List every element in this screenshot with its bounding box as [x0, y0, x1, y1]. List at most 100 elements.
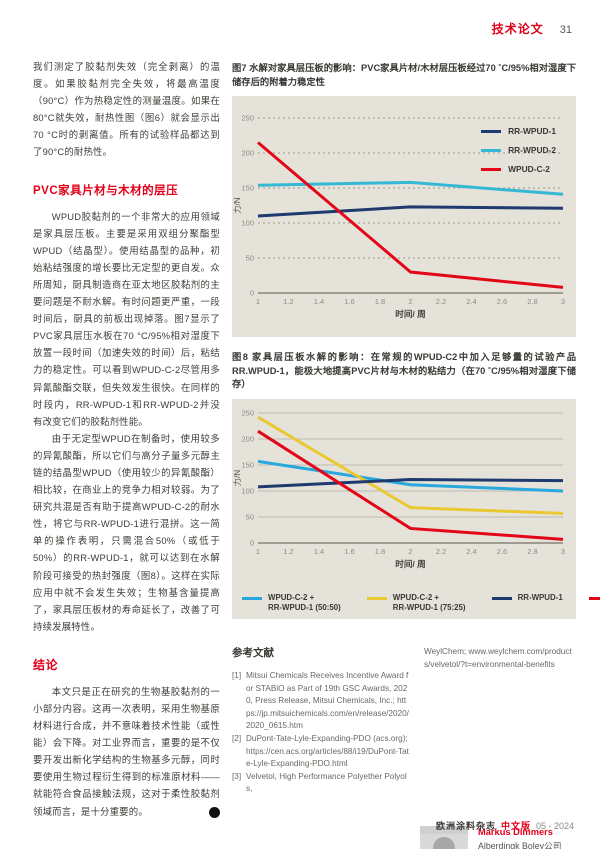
legend-swatch — [481, 129, 502, 133]
svg-text:1.4: 1.4 — [314, 547, 324, 556]
svg-text:1.2: 1.2 — [283, 547, 293, 556]
legend-label: RR-WPUD-1 — [508, 126, 556, 137]
figure8-plot: 0 50 100 150 200 250 1 1.2 1.4 1.6 1.8 2 2.2 2.4 2.6 2.… — [232, 409, 565, 569]
svg-text:3: 3 — [561, 297, 565, 306]
paragraph-conclusion: 本文只是正在研究的生物基胶黏剂的一小部分内容。这再一次表明，采用生物基原材料进行… — [33, 683, 226, 820]
svg-text:100: 100 — [241, 219, 254, 228]
svg-text:1.8: 1.8 — [375, 547, 385, 556]
svg-text:2: 2 — [408, 547, 412, 556]
journal-edition: 中文版 — [500, 821, 531, 831]
svg-text:2.2: 2.2 — [436, 547, 446, 556]
svg-text:150: 150 — [241, 461, 254, 470]
svg-text:50: 50 — [246, 254, 254, 263]
legend-item: RR-WPUD-1 — [481, 126, 556, 136]
legend-item: WPUD-C-2 + RR-WPUD-1 (75:25) — [366, 592, 466, 614]
legend-item: WPUD-C-2 + RR-WPUD-1 (50:50) — [242, 593, 341, 614]
left-text-column: 我们测定了胶黏剂失效（完全剥离）的温度。如果胶黏剂完全失效，将最高温度（90°C… — [33, 58, 226, 820]
paragraph-blend-study: 由于无定型WPUD在制备时，使用较多的异氰酸酯，所以它们与高分子量多元醇主链的结… — [33, 432, 220, 632]
legend-swatch — [491, 596, 512, 600]
references-list-column: 参考文献 [1] Mitsui Chemicals Receives Incen… — [232, 645, 410, 796]
svg-text:0: 0 — [250, 539, 254, 548]
author-block: Markus Dimmers Alberdingk Boley公司 M.Dimm… — [420, 825, 576, 849]
legend-label: WPUD-C-2 + RR-WPUD-1 (75:25) — [392, 592, 466, 613]
figure7-chart: 0 50 100 150 200 250 1 1.2 1.4 1.6 1.8 2 2.2 2.4 2.6 2.… — [232, 96, 576, 338]
page-header: 技术论文 31 — [492, 20, 572, 37]
svg-text:50: 50 — [246, 513, 254, 522]
svg-text:250: 250 — [241, 114, 254, 123]
reference-item: [3] Velvetol, High Performance Polyether… — [232, 771, 410, 796]
svg-text:3: 3 — [561, 547, 565, 556]
legend-swatch — [481, 167, 502, 171]
journal-issue: 05 - 2024 — [535, 821, 574, 831]
journal-name: 欧洲涂料杂志 — [435, 821, 496, 831]
legend-swatch — [588, 596, 600, 600]
legend-label: RR-WPUD-2 — [508, 145, 556, 156]
article-end-icon: ◀ — [209, 806, 226, 818]
right-figure-column: 图7 水解对家具层压板的影响：PVC家具片材/木材层压板经过70 ˚C/95%相… — [232, 62, 600, 849]
references-continuation-column: WeylChem; www.weylchem.com/products/velv… — [424, 645, 576, 796]
svg-text:200: 200 — [241, 435, 254, 444]
legend-item: RR-WPUD-2 — [481, 145, 556, 155]
svg-text:250: 250 — [241, 409, 254, 418]
legend-item: WPUD-C-2 — [481, 164, 556, 174]
references-section: 参考文献 [1] Mitsui Chemicals Receives Incen… — [232, 645, 576, 796]
svg-text:1: 1 — [256, 547, 260, 556]
svg-text:1.8: 1.8 — [375, 297, 385, 306]
legend-label: WPUD-C-2 + RR-WPUD-1 (50:50) — [268, 592, 341, 613]
svg-text:2.4: 2.4 — [466, 297, 476, 306]
legend-item: WPUD-C-2 — [588, 593, 600, 604]
svg-text:2.8: 2.8 — [527, 297, 537, 306]
paragraph-wpud-application: WPUD胶黏剂的一个非常大的应用领域是家具层压板。主要是采用双组分聚酯型WPUD… — [33, 210, 220, 427]
svg-text:200: 200 — [241, 149, 254, 158]
legend-swatch — [242, 596, 262, 600]
svg-text:150: 150 — [241, 184, 254, 193]
svg-text:2.6: 2.6 — [497, 547, 507, 556]
reference-text: Velvetol, High Performance Polyether Pol… — [246, 771, 407, 794]
svg-text:时间/ 周: 时间/ 周 — [395, 558, 426, 569]
heading-conclusion: 结论 — [33, 657, 59, 672]
reference-item: [1] Mitsui Chemicals Receives Incentive … — [232, 670, 410, 733]
reference-text: DuPont-Tate-Lyle-Expanding-PDO (acs.org)… — [246, 733, 409, 769]
figure8-chart: 0 50 100 150 200 250 1 1.2 1.4 1.6 1.8 2 2.2 2.4 2.6 2.… — [232, 398, 600, 619]
svg-text:2.8: 2.8 — [527, 547, 537, 556]
svg-text:力/N: 力/N — [232, 470, 242, 486]
reference-number: [1] — [232, 670, 242, 680]
svg-text:1.6: 1.6 — [344, 297, 354, 306]
author-info: Markus Dimmers Alberdingk Boley公司 M.Dimm… — [478, 826, 562, 849]
reference-continuation-text: WeylChem; www.weylchem.com/products/velv… — [424, 646, 572, 669]
svg-text:1: 1 — [256, 297, 260, 306]
reference-number: [2] — [232, 733, 242, 743]
author-name: Markus Dimmers — [478, 826, 553, 837]
author-photo — [420, 825, 468, 849]
svg-text:2: 2 — [408, 297, 412, 306]
svg-text:力/N: 力/N — [232, 197, 242, 213]
paragraph-thermal-stability: 我们测定了胶黏剂失效（完全剥离）的温度。如果胶黏剂完全失效，将最高温度（90°C… — [33, 61, 220, 158]
references-heading: 参考文献 — [232, 646, 274, 659]
svg-text:0: 0 — [250, 289, 254, 298]
svg-text:1.6: 1.6 — [344, 547, 354, 556]
figure7-caption: 图7 水解对家具层压板的影响：PVC家具片材/木材层压板经过70 ˚C/95%相… — [232, 63, 576, 87]
section-label: 技术论文 — [491, 22, 544, 36]
svg-text:1.2: 1.2 — [283, 297, 293, 306]
legend-swatch — [366, 596, 387, 600]
svg-text:1.4: 1.4 — [314, 297, 324, 306]
svg-text:2.6: 2.6 — [497, 297, 507, 306]
author-company: Alberdingk Boley公司 — [478, 841, 562, 849]
references-list: [1] Mitsui Chemicals Receives Incentive … — [232, 670, 410, 796]
reference-number: [3] — [232, 771, 242, 781]
legend-label: RR-WPUD-1 — [517, 592, 563, 602]
reference-text: Mitsui Chemicals Receives Incentive Awar… — [246, 670, 409, 731]
page-number: 31 — [559, 24, 572, 36]
legend-item: RR-WPUD-1 — [491, 592, 563, 604]
legend-swatch — [481, 148, 502, 152]
figure8-legend: WPUD-C-2 + RR-WPUD-1 (50:50) WPUD-C-2 + RR-… — [242, 592, 600, 614]
reference-item: [2] DuPont-Tate-Lyle-Expanding-PDO (acs.… — [232, 733, 410, 771]
conclusion-text: 本文只是正在研究的生物基胶黏剂的一小部分内容。这再一次表明，采用生物基原材料进行… — [33, 685, 220, 817]
legend-label: WPUD-C-2 — [508, 164, 550, 175]
svg-text:2.4: 2.4 — [466, 547, 476, 556]
page-footer: 欧洲涂料杂志 中文版 05 - 2024 — [436, 819, 574, 832]
svg-text:100: 100 — [241, 487, 254, 496]
figure8-caption: 图8 家具层压板水解的影响：在常规的WPUD-C2中加入足够量的试验产品RR.W… — [232, 352, 576, 390]
svg-text:2.2: 2.2 — [436, 297, 446, 306]
